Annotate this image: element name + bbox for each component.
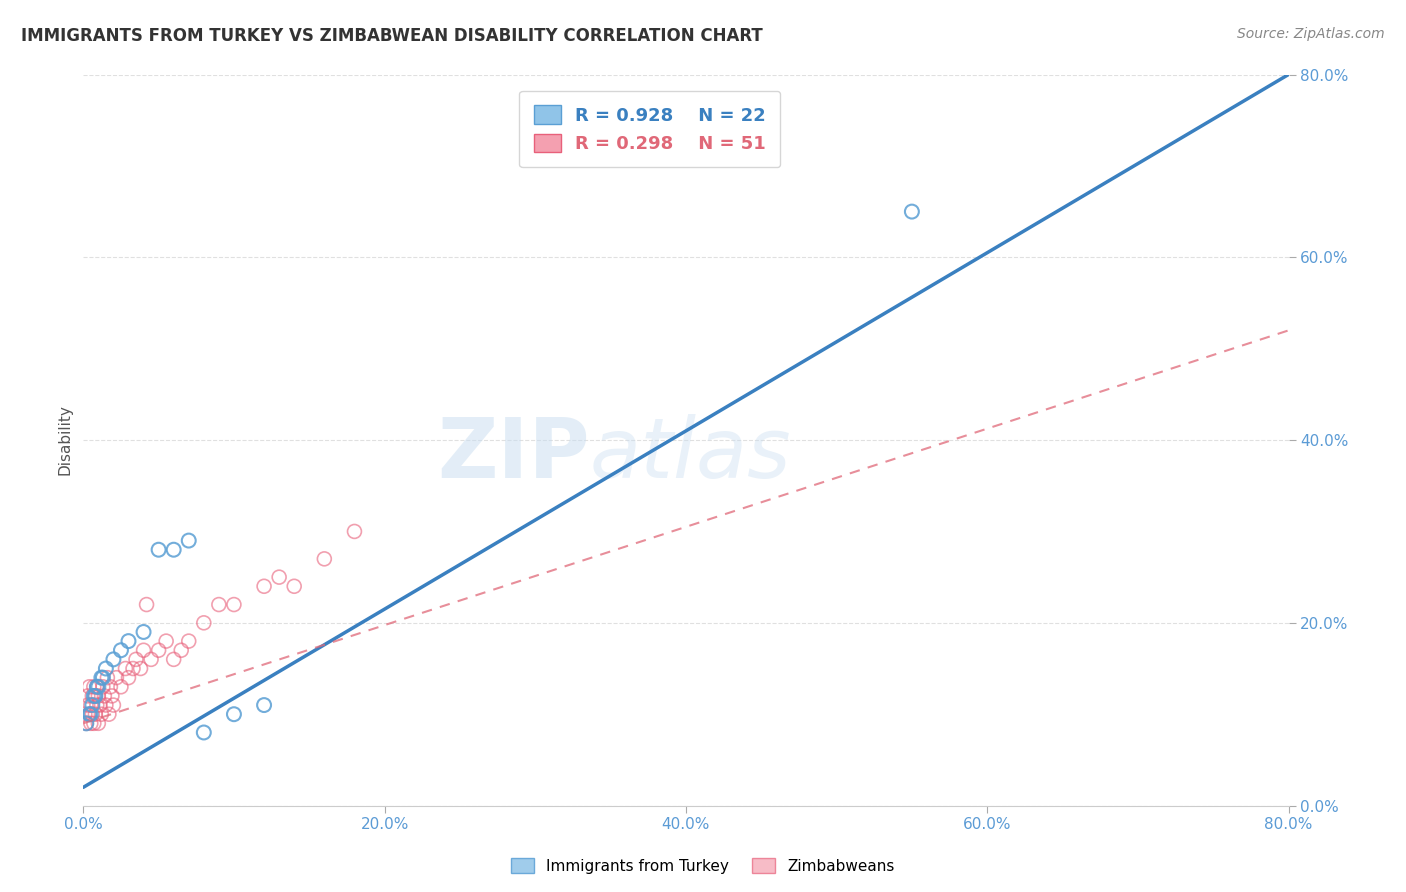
Text: IMMIGRANTS FROM TURKEY VS ZIMBABWEAN DISABILITY CORRELATION CHART: IMMIGRANTS FROM TURKEY VS ZIMBABWEAN DIS… xyxy=(21,27,763,45)
Point xyxy=(139,652,162,666)
Point xyxy=(84,707,107,722)
Point xyxy=(97,707,120,722)
Point xyxy=(148,542,170,557)
Point xyxy=(82,698,104,712)
Point xyxy=(87,680,110,694)
Point xyxy=(86,680,108,694)
Point xyxy=(117,671,139,685)
Text: atlas: atlas xyxy=(589,414,792,495)
Point xyxy=(193,615,215,630)
Y-axis label: Disability: Disability xyxy=(58,405,72,475)
Point xyxy=(79,707,101,722)
Point xyxy=(91,671,114,685)
Point xyxy=(84,689,107,703)
Point xyxy=(76,689,98,703)
Point xyxy=(269,570,291,584)
Point xyxy=(222,707,245,722)
Point xyxy=(79,680,101,694)
Point xyxy=(80,716,103,731)
Point xyxy=(125,652,148,666)
Point xyxy=(82,707,104,722)
Point xyxy=(901,204,924,219)
Point xyxy=(177,634,200,648)
Point xyxy=(132,624,155,639)
Point xyxy=(132,643,155,657)
Point xyxy=(96,671,118,685)
Text: ZIP: ZIP xyxy=(437,414,589,495)
Point xyxy=(114,661,136,675)
Legend: Immigrants from Turkey, Zimbabweans: Immigrants from Turkey, Zimbabweans xyxy=(505,852,901,880)
Point xyxy=(283,579,305,593)
Point xyxy=(76,698,98,712)
Point xyxy=(87,716,110,731)
Point xyxy=(193,725,215,739)
Point xyxy=(253,698,276,712)
Point xyxy=(90,671,112,685)
Point xyxy=(117,634,139,648)
Point xyxy=(314,552,336,566)
Point xyxy=(177,533,200,548)
Point xyxy=(73,707,96,722)
Point xyxy=(94,698,117,712)
Point xyxy=(91,680,114,694)
Point xyxy=(155,634,177,648)
Point xyxy=(94,661,117,675)
Point xyxy=(122,661,145,675)
Point xyxy=(93,689,115,703)
Point xyxy=(222,598,245,612)
Point xyxy=(110,680,132,694)
Point xyxy=(343,524,366,539)
Point xyxy=(253,579,276,593)
Point xyxy=(83,680,105,694)
Point xyxy=(83,689,105,703)
Point xyxy=(80,698,103,712)
Point xyxy=(87,689,110,703)
Point xyxy=(86,680,108,694)
Point xyxy=(110,643,132,657)
Point xyxy=(89,698,111,712)
Point xyxy=(84,689,107,703)
Point xyxy=(86,698,108,712)
Point xyxy=(75,716,97,731)
Text: Source: ZipAtlas.com: Source: ZipAtlas.com xyxy=(1237,27,1385,41)
Point xyxy=(129,661,152,675)
Point xyxy=(170,643,193,657)
Point xyxy=(103,698,125,712)
Point xyxy=(75,716,97,731)
Point xyxy=(79,707,101,722)
Point xyxy=(90,707,112,722)
Point xyxy=(105,671,128,685)
Point xyxy=(148,643,170,657)
Point xyxy=(103,652,125,666)
Legend: R = 0.928    N = 22, R = 0.298    N = 51: R = 0.928 N = 22, R = 0.298 N = 51 xyxy=(519,91,780,168)
Point xyxy=(208,598,231,612)
Point xyxy=(163,542,186,557)
Point xyxy=(80,707,103,722)
Point xyxy=(163,652,186,666)
Point xyxy=(135,598,157,612)
Point xyxy=(83,716,105,731)
Point xyxy=(101,689,124,703)
Point xyxy=(82,689,104,703)
Point xyxy=(100,680,122,694)
